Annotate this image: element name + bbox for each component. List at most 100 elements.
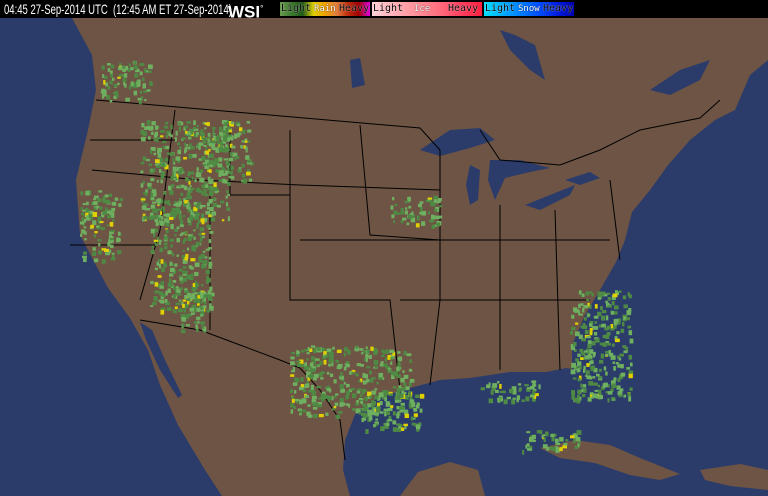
precip-cell [582, 307, 585, 313]
precip-cell [192, 129, 196, 132]
precip-cell [409, 395, 413, 401]
precip-cell [347, 349, 350, 353]
precip-cell [570, 369, 576, 375]
precip-cell [204, 165, 209, 169]
precip-cell [175, 209, 180, 213]
precip-cell [415, 394, 420, 399]
precip-cell [526, 443, 530, 447]
precip-cell [594, 321, 598, 324]
precip-cell [152, 192, 157, 197]
precip-cell [391, 214, 395, 219]
precip-cell [408, 391, 412, 397]
precip-cell [187, 137, 192, 140]
precip-cell [334, 394, 337, 399]
precip-cell [293, 405, 296, 409]
precip-cell [531, 434, 536, 440]
precip-cell [356, 389, 361, 394]
precip-cell [498, 395, 502, 399]
precip-cell [392, 371, 396, 377]
precip-cell [594, 304, 598, 309]
precip-cell [156, 214, 162, 218]
precip-cell [222, 141, 227, 144]
precip-cell [194, 321, 198, 325]
precip-cell [382, 363, 388, 368]
precip-cell [330, 357, 334, 363]
precip-cell [218, 146, 224, 150]
precip-cell [152, 168, 156, 172]
precip-cell [296, 351, 300, 354]
precip-cell [532, 389, 536, 395]
precip-cell [321, 397, 325, 402]
precip-cell [177, 158, 181, 164]
precip-cell [212, 133, 216, 136]
precip-cell [317, 346, 321, 351]
precip-cell [363, 380, 368, 384]
precip-cell [165, 162, 168, 167]
precip-cell [375, 406, 381, 412]
precip-cell [533, 439, 536, 443]
precip-cell [300, 364, 305, 368]
precip-cell [140, 129, 145, 135]
precip-cell [576, 430, 582, 435]
precip-cell [584, 329, 589, 335]
precip-cell [201, 325, 204, 329]
precip-cell [338, 411, 343, 414]
precip-cell [361, 418, 365, 423]
precip-cell [122, 78, 127, 83]
precip-cell [392, 427, 398, 432]
precip-cell [614, 291, 620, 296]
precip-cell [150, 228, 155, 234]
precip-cell [182, 277, 187, 282]
precip-cell [81, 217, 84, 222]
precip-cell [139, 71, 143, 76]
precip-cell [160, 299, 165, 304]
precip-cell [581, 351, 586, 356]
precip-cell [348, 403, 351, 408]
precip-cell [188, 277, 194, 280]
precip-cell [176, 202, 181, 207]
precip-cell [101, 89, 107, 94]
precip-cell [379, 400, 383, 406]
precip-cell [628, 308, 632, 313]
precip-cell [415, 424, 421, 430]
precip-cell [224, 172, 228, 176]
precip-cell [297, 363, 302, 368]
precip-cell [335, 393, 339, 396]
precip-cell [196, 225, 199, 229]
precip-cell [166, 130, 171, 134]
precip-cell [601, 323, 606, 328]
precip-cell [170, 124, 173, 130]
precip-cell [351, 369, 356, 373]
precip-cell [369, 370, 372, 375]
precip-cell [369, 410, 375, 416]
precip-cell [116, 238, 121, 242]
precip-cell [610, 310, 614, 315]
precip-cell [108, 234, 113, 239]
precip-cell [109, 213, 115, 218]
precip-cell [356, 400, 359, 405]
precip-cell [150, 249, 155, 254]
precip-cell [140, 198, 146, 201]
precip-cell [152, 208, 156, 213]
precip-cell [203, 164, 207, 167]
precip-cell [176, 254, 180, 257]
precip-cell [175, 156, 181, 161]
precip-cell [184, 142, 187, 147]
precip-cell [587, 302, 590, 308]
precip-cell [108, 209, 113, 212]
precip-cell [559, 447, 563, 452]
precip-cell [185, 314, 189, 319]
precip-cell [171, 184, 175, 189]
precip-cell [191, 247, 196, 251]
precip-cell [225, 170, 229, 175]
precip-cell [147, 186, 153, 190]
precip-cell [367, 349, 370, 354]
precip-cell [161, 267, 165, 273]
precip-cell [404, 210, 408, 215]
precip-cell [589, 392, 594, 397]
precip-cell [216, 134, 221, 137]
precip-cell [364, 357, 367, 362]
precip-cell [188, 207, 191, 212]
precip-cell [180, 329, 186, 334]
